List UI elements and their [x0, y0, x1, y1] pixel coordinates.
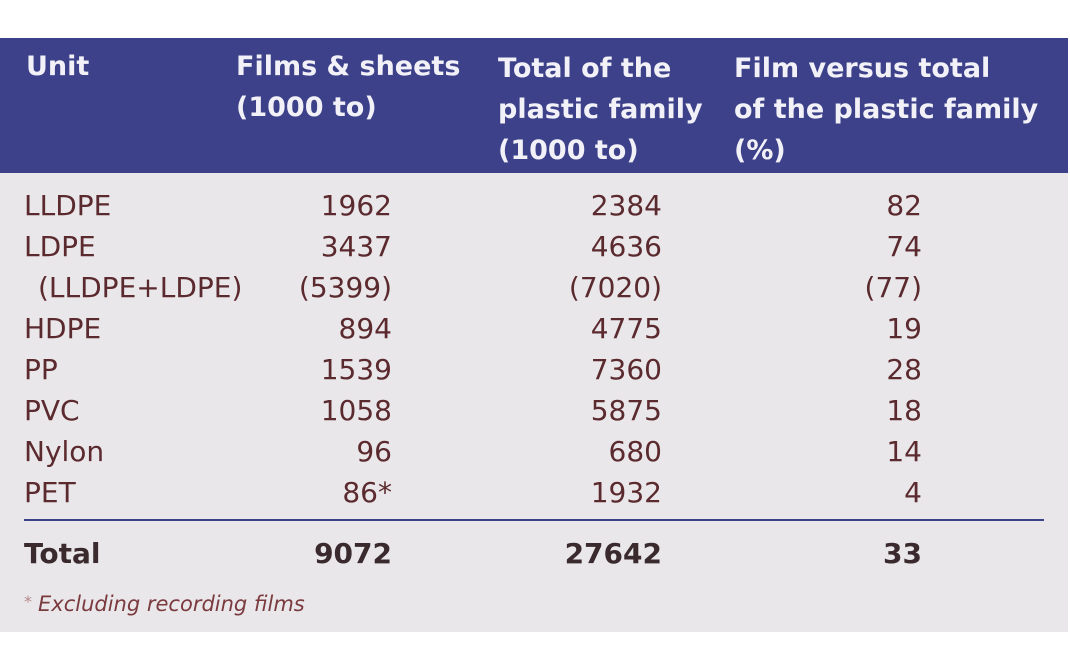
cell-films: 894 — [338, 312, 392, 345]
table-row: PP 1539 7360 28 — [0, 349, 1068, 390]
cell-unit: PET — [24, 476, 76, 509]
total-divider — [24, 519, 1044, 521]
cell-unit: LLDPE — [24, 189, 112, 222]
table-row: Nylon 96 680 14 — [0, 431, 1068, 472]
table-row: PET 86* 1932 4 — [0, 472, 1068, 513]
cell-films: 3437 — [320, 230, 392, 263]
cell-total: 4775 — [590, 312, 662, 345]
cell-total: 1932 — [590, 476, 662, 509]
header-pct-line1: Film versus total — [734, 53, 991, 84]
cell-pct: 14 — [886, 435, 922, 468]
table-header: Unit Films & sheets (1000 to) Total of t… — [0, 38, 1068, 173]
header-films-line1: Films & sheets — [236, 51, 461, 82]
footnote-text: Excluding recording films — [38, 592, 305, 616]
cell-films: 1962 — [320, 189, 392, 222]
cell-films: 96 — [356, 435, 392, 468]
cell-total: 680 — [608, 435, 662, 468]
cell-total: 27642 — [564, 537, 662, 570]
cell-films: 86* — [342, 476, 392, 509]
cell-pct: 28 — [886, 353, 922, 386]
header-total-line2: plastic family — [498, 94, 703, 125]
cell-pct: 19 — [886, 312, 922, 345]
table-row: PVC 1058 5875 18 — [0, 390, 1068, 431]
table-row: (LLDPE+LDPE) (5399) (7020) (77) — [0, 267, 1068, 308]
header-pct-line3: (%) — [734, 135, 786, 166]
cell-films: 9072 — [314, 537, 392, 570]
cell-pct: 18 — [886, 394, 922, 427]
cell-pct: 82 — [886, 189, 922, 222]
table-row: HDPE 894 4775 19 — [0, 308, 1068, 349]
total-row: Total 9072 27642 33 — [0, 533, 1068, 574]
cell-pct: (77) — [864, 271, 922, 304]
cell-pct: 4 — [904, 476, 922, 509]
header-total-line3: (1000 to) — [498, 135, 639, 166]
footnote: * Excluding recording films — [24, 592, 305, 616]
cell-total: 4636 — [590, 230, 662, 263]
cell-total: 2384 — [590, 189, 662, 222]
table-row: LDPE 3437 4636 74 — [0, 226, 1068, 267]
cell-total: 7360 — [590, 353, 662, 386]
cell-total: (7020) — [568, 271, 662, 304]
cell-pct: 74 — [886, 230, 922, 263]
header-pct-line2: of the plastic family — [734, 94, 1039, 125]
footnote-marker: * — [24, 592, 32, 611]
cell-unit: Nylon — [24, 435, 105, 468]
cell-pct: 33 — [883, 537, 922, 570]
cell-unit: PP — [24, 353, 58, 386]
table-row: LLDPE 1962 2384 82 — [0, 185, 1068, 226]
header-unit: Unit — [26, 51, 90, 82]
cell-unit: Total — [24, 537, 101, 570]
cell-unit: (LLDPE+LDPE) — [38, 271, 243, 304]
cell-films: 1058 — [320, 394, 392, 427]
cell-films: 1539 — [320, 353, 392, 386]
plastics-table-card: Unit Films & sheets (1000 to) Total of t… — [0, 38, 1068, 632]
cell-unit: HDPE — [24, 312, 102, 345]
cell-total: 5875 — [590, 394, 662, 427]
cell-films: (5399) — [298, 271, 392, 304]
cell-unit: LDPE — [24, 230, 96, 263]
header-total-line1: Total of the — [498, 53, 672, 84]
header-films-line2: (1000 to) — [236, 92, 377, 123]
cell-unit: PVC — [24, 394, 80, 427]
